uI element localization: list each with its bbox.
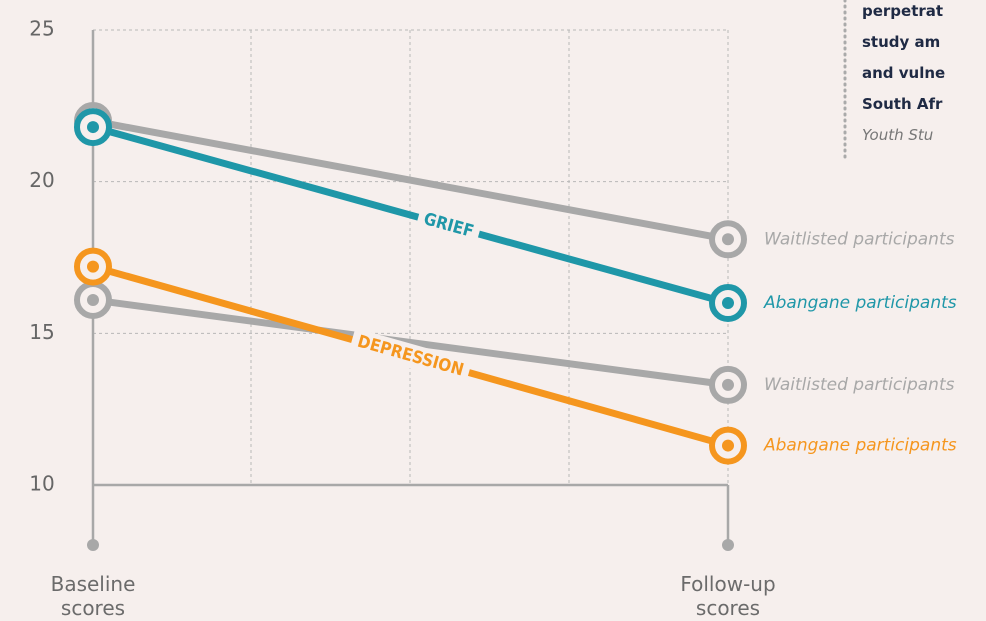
line-label-bg: [415, 205, 483, 246]
marker: [74, 247, 112, 286]
marker: [74, 280, 112, 319]
marker: [709, 365, 747, 404]
x-tick-label: Baseline scores: [50, 572, 136, 620]
y-tick-label: 15: [29, 320, 54, 344]
marker-dot: [722, 297, 734, 309]
series-label: Abangane participants: [763, 293, 957, 313]
marker: [709, 426, 747, 465]
marker-dot: [87, 260, 99, 273]
marker-dot: [87, 121, 99, 134]
series-label: Waitlisted participants: [764, 375, 955, 395]
side-note-line: South Afr: [862, 95, 943, 113]
side-note-line: study am: [862, 33, 941, 51]
y-tick-label: 10: [29, 472, 54, 496]
vertical-grid: [250, 30, 729, 485]
x-tick-label: Follow-up scores: [680, 572, 776, 620]
series-line: [92, 296, 729, 389]
marker-dot: [722, 233, 734, 246]
series-label: Waitlisted participants: [764, 229, 955, 249]
y-tick-label: 20: [29, 168, 54, 192]
series-line: [92, 123, 729, 307]
line-label-group: GRIEF: [415, 205, 483, 246]
line-label-bg: [348, 328, 473, 385]
marker: [709, 220, 747, 259]
series-label: Abangane participants: [763, 436, 957, 456]
marker: [74, 108, 112, 147]
marker: [709, 284, 747, 322]
y-tick-label: 25: [29, 17, 54, 41]
side-note-line: perpetrat: [862, 2, 944, 20]
side-note-line: and vulne: [862, 64, 946, 82]
marker-dot: [722, 378, 734, 391]
series-line: [92, 117, 729, 243]
marker-dot: [87, 293, 99, 306]
marker-dot: [722, 439, 734, 452]
side-note-line: Youth Stu: [862, 126, 934, 144]
